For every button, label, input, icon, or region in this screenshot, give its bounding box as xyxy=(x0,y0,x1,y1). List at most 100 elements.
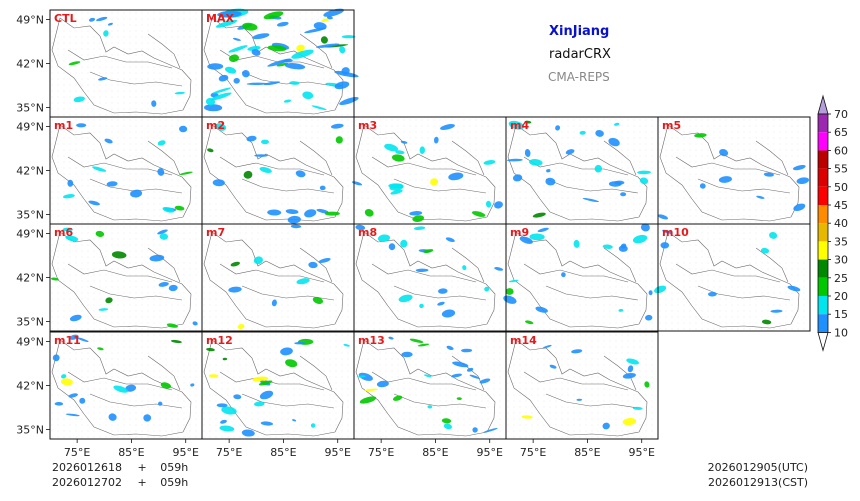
colorbar-segment xyxy=(818,205,828,224)
panel-label: m12 xyxy=(206,334,233,347)
echo-cell xyxy=(323,8,345,17)
panel-label: m9 xyxy=(510,226,529,239)
echo-cell xyxy=(483,427,498,433)
boundary-line xyxy=(507,124,648,222)
echo-cell xyxy=(472,211,486,217)
echo-cell xyxy=(376,380,389,388)
boundary-line xyxy=(51,17,192,115)
echo-cell xyxy=(267,209,282,216)
colorbar-extend-max xyxy=(817,94,829,115)
lon-tick-label: 75°E xyxy=(64,446,90,459)
echo-cell xyxy=(608,137,620,147)
boundary-line xyxy=(89,393,183,409)
echo-cell xyxy=(224,66,237,74)
colorbar-segment xyxy=(818,241,828,260)
echo-cell xyxy=(157,140,166,146)
echo-cell xyxy=(582,197,600,203)
panel-background xyxy=(658,117,810,224)
echo-cell xyxy=(316,208,329,214)
colorbar-label: 70 xyxy=(834,108,848,121)
panel-background xyxy=(50,332,202,439)
echo-cell xyxy=(335,136,343,144)
colorbar-label: 55 xyxy=(834,163,848,176)
echo-cell xyxy=(334,81,350,90)
panel-background xyxy=(202,224,354,331)
echo-cell xyxy=(108,413,117,421)
echo-cell xyxy=(96,16,108,22)
echo-cell xyxy=(608,181,622,187)
echo-cell xyxy=(233,77,240,84)
echo-cell xyxy=(529,233,545,241)
boundary-line xyxy=(299,247,333,283)
echo-cell xyxy=(260,421,274,426)
echo-cell xyxy=(50,277,59,281)
echo-cell xyxy=(535,306,548,313)
init-time-1: 2026012618 xyxy=(52,461,122,474)
init-plus-2: + xyxy=(138,476,147,489)
echo-cell xyxy=(521,415,533,419)
panel-m5: m5 xyxy=(657,116,811,225)
boundary-line xyxy=(755,140,789,176)
panel-m1: m1 49°N 42°N 35°N xyxy=(16,116,203,225)
echo-cell xyxy=(524,120,532,124)
echo-cell xyxy=(694,133,707,138)
lat-tick-label: 35°N xyxy=(16,102,44,115)
echo-cell xyxy=(318,257,331,264)
echo-cell xyxy=(525,320,534,325)
boundary-line xyxy=(241,178,335,194)
panel-background xyxy=(354,117,506,224)
echo-cell xyxy=(657,214,669,220)
echo-cell xyxy=(579,130,586,135)
echo-cell xyxy=(512,174,523,182)
reflectivity-field xyxy=(207,123,344,224)
echo-cell xyxy=(302,91,314,100)
boundary-line xyxy=(147,355,181,391)
boundary-lines xyxy=(507,231,648,329)
echo-cell xyxy=(620,192,627,197)
echo-cell xyxy=(796,177,810,185)
colorbar-segment xyxy=(818,223,828,242)
colorbar-label: 15 xyxy=(834,308,848,321)
echo-cell xyxy=(308,261,318,269)
echo-cell xyxy=(639,177,649,185)
echo-cell xyxy=(280,347,293,356)
boundary-line xyxy=(523,263,629,283)
echo-cell xyxy=(228,45,248,53)
echo-cell xyxy=(446,345,454,351)
echo-cell xyxy=(76,337,89,342)
echo-cell xyxy=(549,364,557,369)
panel-label: m1 xyxy=(54,119,73,132)
panel-background xyxy=(202,117,354,224)
echo-cell xyxy=(258,380,273,386)
echo-cell xyxy=(242,22,258,31)
echo-cell xyxy=(358,375,366,378)
svg-text:2026012702 + 059h: 2026012702 + 059h xyxy=(52,476,188,489)
colorbar-segment xyxy=(818,277,828,296)
boundary-line xyxy=(299,140,333,176)
reflectivity-field xyxy=(351,124,503,222)
reflectivity-field xyxy=(657,133,810,220)
echo-cell xyxy=(259,167,272,173)
echo-cell xyxy=(622,418,637,426)
echo-cell xyxy=(760,247,770,254)
echo-cell xyxy=(104,138,113,144)
echo-cell xyxy=(220,419,227,424)
echo-cell xyxy=(192,321,198,326)
echo-cell xyxy=(377,234,391,242)
echo-cell xyxy=(88,17,96,22)
panel-frame xyxy=(657,223,811,332)
colorbar-label: 25 xyxy=(834,272,848,285)
echo-cell xyxy=(602,244,613,249)
echo-cell xyxy=(291,49,314,59)
echo-cell xyxy=(243,170,253,179)
echo-cell xyxy=(296,44,305,52)
echo-cell xyxy=(761,319,772,325)
echo-cell xyxy=(632,406,643,410)
boundary-line xyxy=(603,355,637,391)
echo-cell xyxy=(637,170,651,175)
colorbar-label: 40 xyxy=(834,217,848,230)
boundary-line xyxy=(697,178,791,194)
boundary-lines xyxy=(355,231,496,329)
echo-cell xyxy=(252,376,269,382)
lon-tick-label: 95°E xyxy=(324,446,350,459)
